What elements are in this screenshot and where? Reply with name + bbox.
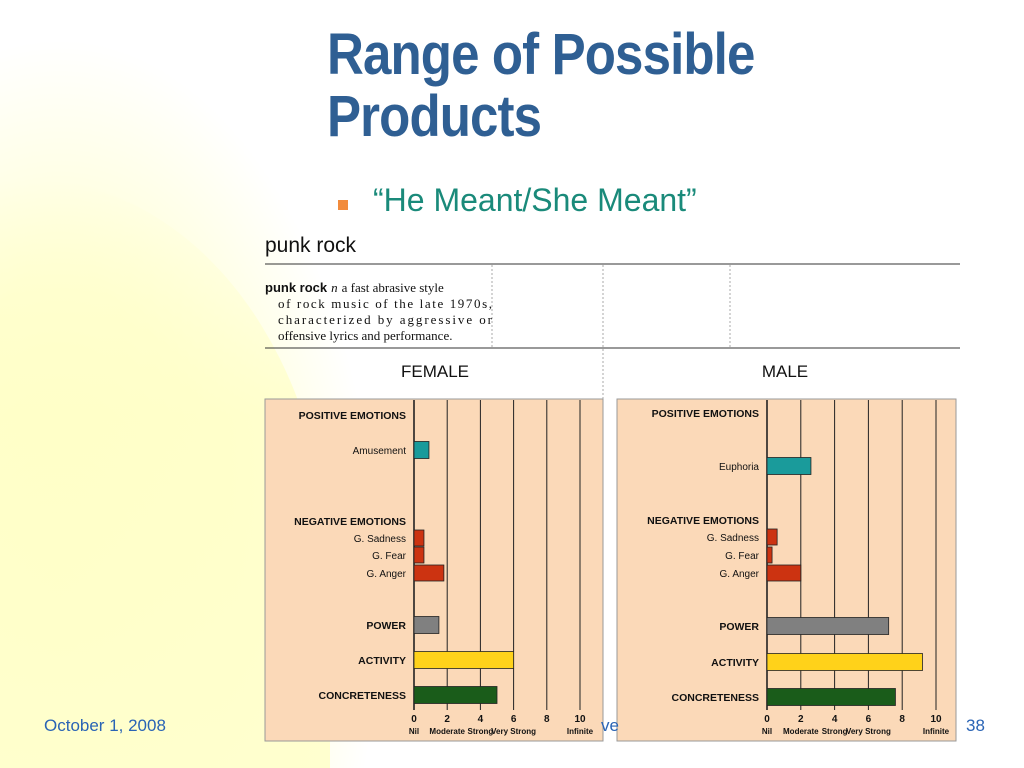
page-number: 38 — [966, 716, 985, 735]
bar — [413, 546, 425, 564]
bullet-text: “He Meant/She Meant” — [373, 182, 697, 218]
x-tick-label: Moderate — [783, 727, 819, 736]
bar — [766, 546, 773, 564]
bar — [413, 564, 445, 582]
bar-label: Amusement — [353, 446, 407, 457]
dictionary-heading: punk rock — [265, 234, 357, 257]
group-label: POSITIVE EMOTIONS — [652, 408, 759, 420]
footer-date: October 1, 2008 — [44, 716, 166, 735]
dictionary-term: punk rock — [265, 280, 328, 295]
bar — [413, 686, 498, 704]
bar-label: G. Sadness — [707, 533, 759, 544]
bar-label: POWER — [719, 621, 759, 633]
x-tick-value: 4 — [832, 714, 838, 725]
x-tick-value: 2 — [798, 714, 804, 725]
group-label: POSITIVE EMOTIONS — [299, 410, 406, 422]
definition-line: characterized by aggressive or — [278, 312, 493, 327]
x-tick-label: Moderate — [429, 727, 465, 736]
bar — [766, 653, 923, 671]
bar-label: CONCRETENESS — [671, 692, 759, 704]
slide-title: Range of Possible Products — [327, 22, 755, 149]
bar — [766, 564, 802, 582]
x-tick-label: Infinite — [923, 727, 950, 736]
group-label: NEGATIVE EMOTIONS — [647, 515, 759, 527]
x-tick-label: Strong — [822, 727, 848, 736]
x-tick-label: Very Strong — [846, 727, 891, 736]
bar-label: G. Anger — [367, 569, 407, 580]
bar-label: G. Fear — [372, 551, 407, 562]
bar — [766, 617, 890, 635]
x-tick-value: 8 — [899, 714, 905, 725]
definition-line: of rock music of the late 1970s, — [278, 296, 492, 311]
definition-line: a fast abrasive style — [342, 280, 444, 295]
x-tick-value: 8 — [544, 714, 550, 725]
bar — [413, 441, 430, 459]
x-tick-label: Nil — [762, 727, 772, 736]
bar-label: POWER — [366, 620, 406, 632]
x-tick-value: 2 — [444, 714, 450, 725]
bar — [413, 651, 514, 669]
definition-first-line: punk rock n a fast abrasive style — [265, 280, 444, 295]
bar — [413, 529, 425, 547]
x-tick-value: 10 — [930, 714, 942, 725]
bar-label: G. Sadness — [354, 534, 406, 545]
bar-label: ACTIVITY — [711, 657, 759, 669]
bar-label: Euphoria — [719, 462, 759, 473]
bar — [766, 457, 812, 475]
bar-label: ACTIVITY — [358, 655, 406, 667]
footer-text-fragment: ve — [601, 716, 619, 735]
x-tick-value: 0 — [411, 714, 417, 725]
chart-title: MALE — [762, 362, 808, 381]
chart-title: FEMALE — [401, 362, 469, 381]
x-tick-value: 0 — [764, 714, 770, 725]
x-tick-label: Strong — [468, 727, 494, 736]
definition-line: offensive lyrics and performance. — [278, 328, 452, 343]
bar — [413, 616, 440, 634]
group-label: NEGATIVE EMOTIONS — [294, 516, 406, 528]
x-tick-value: 10 — [574, 714, 586, 725]
bar-label: CONCRETENESS — [318, 690, 406, 702]
bar — [766, 688, 896, 706]
x-tick-label: Very Strong — [491, 727, 536, 736]
x-tick-label: Nil — [409, 727, 419, 736]
x-tick-value: 6 — [866, 714, 872, 725]
x-tick-label: Infinite — [567, 727, 594, 736]
dictionary-pos: n — [331, 280, 338, 295]
x-tick-value: 6 — [511, 714, 517, 725]
bar-label: G. Anger — [720, 569, 760, 580]
x-tick-value: 4 — [478, 714, 484, 725]
bullet-square-icon — [338, 200, 348, 210]
bar-label: G. Fear — [725, 551, 760, 562]
bar — [766, 528, 778, 546]
